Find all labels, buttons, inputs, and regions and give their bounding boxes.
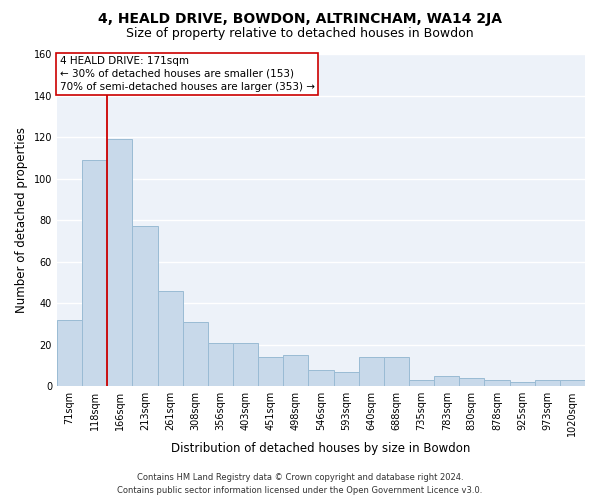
Bar [409,380,434,386]
Y-axis label: Number of detached properties: Number of detached properties [15,127,28,313]
Text: 4 HEALD DRIVE: 171sqm
← 30% of detached houses are smaller (153)
70% of semi-det: 4 HEALD DRIVE: 171sqm ← 30% of detached … [59,56,314,92]
Bar [182,322,208,386]
Bar [208,342,233,386]
Bar [308,370,334,386]
Bar [258,357,283,386]
Bar [484,380,509,386]
X-axis label: Distribution of detached houses by size in Bowdon: Distribution of detached houses by size … [171,442,470,455]
Bar [57,320,82,386]
Bar [107,139,133,386]
Bar [560,380,585,386]
Bar [334,372,359,386]
Text: Size of property relative to detached houses in Bowdon: Size of property relative to detached ho… [126,28,474,40]
Bar [283,355,308,386]
Bar [459,378,484,386]
Bar [158,290,182,386]
Text: 4, HEALD DRIVE, BOWDON, ALTRINCHAM, WA14 2JA: 4, HEALD DRIVE, BOWDON, ALTRINCHAM, WA14… [98,12,502,26]
Bar [509,382,535,386]
Text: Contains HM Land Registry data © Crown copyright and database right 2024.
Contai: Contains HM Land Registry data © Crown c… [118,474,482,495]
Bar [384,357,409,386]
Bar [359,357,384,386]
Bar [82,160,107,386]
Bar [535,380,560,386]
Bar [434,376,459,386]
Bar [233,342,258,386]
Bar [133,226,158,386]
